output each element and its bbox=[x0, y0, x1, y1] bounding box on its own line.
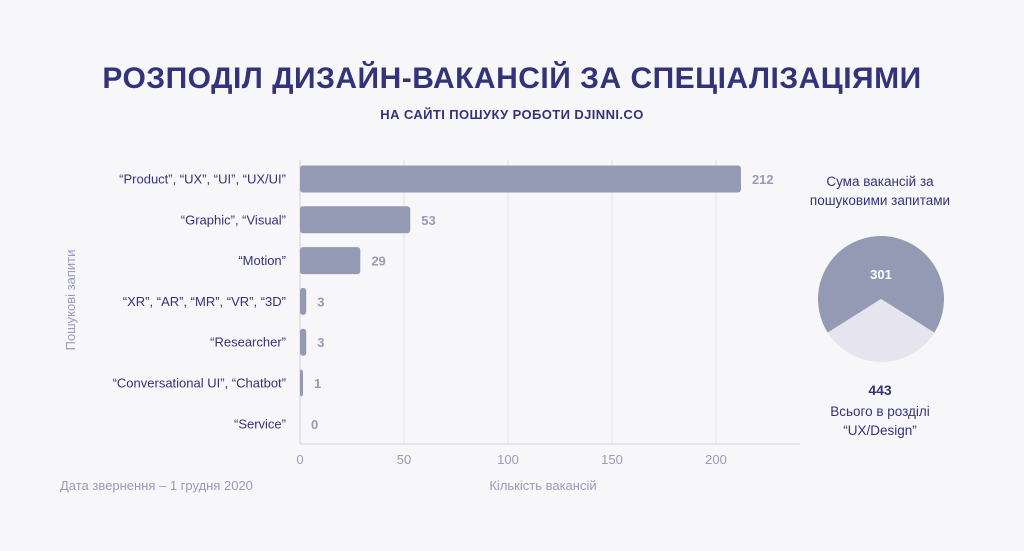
category-labels: “Product”, “UX”, “UI”, “UX/UI” “Graphic”,… bbox=[113, 172, 286, 432]
value-label: 3 bbox=[317, 335, 324, 350]
pie-slice-rest bbox=[827, 299, 935, 363]
value-label: 212 bbox=[752, 172, 774, 187]
value-label: 3 bbox=[317, 294, 324, 309]
category-label: “Researcher” bbox=[210, 335, 286, 350]
pie-total-value: 443 bbox=[868, 382, 892, 398]
pie-chart: 301 bbox=[818, 236, 944, 363]
pie-slice-main bbox=[818, 236, 944, 333]
x-tick-label: 100 bbox=[497, 452, 519, 467]
category-label: “Graphic”, “Visual” bbox=[181, 212, 286, 227]
value-label: 0 bbox=[311, 417, 318, 432]
bars bbox=[300, 165, 741, 397]
value-label: 53 bbox=[421, 213, 435, 228]
bar bbox=[300, 369, 303, 397]
category-label: “Product”, “UX”, “UI”, “UX/UI” bbox=[119, 172, 286, 187]
value-label: 29 bbox=[371, 254, 385, 269]
bar bbox=[300, 328, 307, 356]
chart-title: РОЗПОДІЛ ДИЗАЙН-ВАКАНСІЙ ЗА СПЕЦІАЛІЗАЦІ… bbox=[102, 62, 922, 95]
category-label: “Motion” bbox=[238, 253, 286, 268]
bar bbox=[300, 287, 307, 315]
bar bbox=[300, 206, 411, 234]
x-tick-labels: 0 50 100 150 200 bbox=[296, 452, 726, 467]
x-tick-label: 150 bbox=[601, 452, 623, 467]
pie-caption-bottom: Всього в розділі “UX/Design” bbox=[830, 404, 930, 438]
value-labels: 212 53 29 3 3 1 0 bbox=[311, 172, 774, 432]
value-label: 1 bbox=[314, 376, 321, 391]
bar bbox=[300, 165, 741, 193]
x-tick-label: 50 bbox=[397, 452, 411, 467]
bar bbox=[300, 247, 361, 275]
y-axis-label: Пошукові запити bbox=[63, 250, 78, 351]
x-tick-label: 0 bbox=[296, 452, 303, 467]
x-axis-label: Кількість вакансій bbox=[489, 478, 596, 493]
access-date-note: Дата звернення – 1 грудня 2020 bbox=[60, 478, 253, 493]
chart-subtitle: НА САЙТІ ПОШУКУ РОБОТИ DJINNI.CO bbox=[380, 107, 644, 122]
grid-lines bbox=[299, 160, 800, 445]
category-label: “Conversational UI”, “Chatbot” bbox=[113, 376, 286, 391]
category-label: “Service” bbox=[234, 416, 286, 431]
pie-caption-top: Сума вакансій за пошуковими запитами bbox=[809, 174, 951, 208]
pie-slice-label: 301 bbox=[870, 267, 892, 282]
category-label: “XR”, “AR”, “MR”, “VR”, “3D” bbox=[123, 294, 286, 309]
x-tick-label: 200 bbox=[705, 452, 727, 467]
